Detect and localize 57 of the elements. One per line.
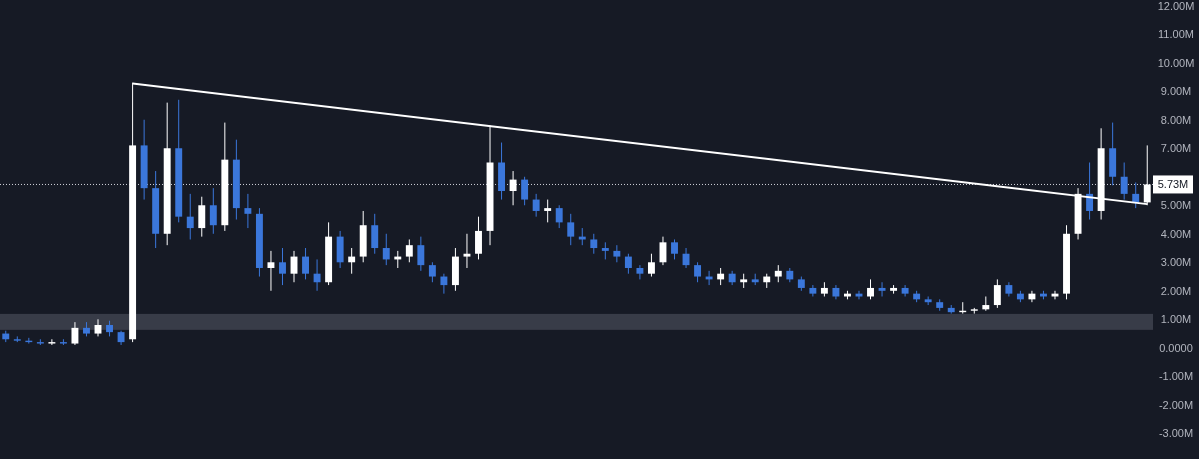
candlestick: [993, 278, 1001, 309]
candlestick: [440, 273, 448, 295]
candlestick: [348, 247, 356, 275]
candlestick: [532, 193, 540, 218]
y-tick-label: 4.00M: [1160, 227, 1192, 240]
candlestick: [463, 233, 471, 269]
candlestick: [48, 338, 56, 346]
candlestick: [878, 281, 886, 297]
candlestick: [405, 238, 413, 263]
candlestick: [1120, 162, 1128, 201]
candlestick: [313, 258, 321, 292]
candlestick: [428, 261, 436, 283]
candlestick: [382, 233, 390, 266]
candlestick: [279, 247, 286, 286]
ref-line-label: 5.73M: [1157, 178, 1189, 191]
candlestick: [521, 176, 529, 206]
candlestick: [636, 264, 644, 280]
candlestick: [209, 187, 217, 235]
candlestick: [613, 244, 621, 263]
candlestick: [244, 193, 252, 229]
candlestick: [371, 213, 379, 255]
y-tick-label: 11.00M: [1158, 28, 1194, 41]
candlestick: [1132, 181, 1140, 209]
candlestick: [647, 253, 655, 278]
y-tick-label: 0.0000: [1159, 341, 1193, 354]
candlestick: [475, 216, 482, 260]
candlestick: [417, 236, 425, 272]
candlestick: [509, 170, 517, 206]
y-tick-label: 10.00M: [1157, 56, 1195, 69]
candlestick: [809, 284, 817, 297]
candlestick: [867, 278, 874, 300]
candlestick: [198, 196, 206, 238]
candlestick: [71, 321, 79, 346]
y-tick-label: -1.00M: [1158, 370, 1194, 383]
y-tick-label: 3.00M: [1160, 256, 1192, 269]
y-tick-label: 7.00M: [1160, 142, 1192, 155]
candlestick: [544, 199, 552, 223]
y-tick-label: 5.00M: [1160, 199, 1192, 212]
candlestick: [694, 261, 702, 283]
candlestick: [94, 318, 102, 337]
candlestick: [555, 204, 563, 229]
y-tick-label: 2.00M: [1160, 284, 1192, 297]
candlestick: [567, 213, 575, 246]
y-tick-label: 8.00M: [1160, 113, 1192, 126]
candlestick: [267, 250, 275, 292]
candlestick: [1028, 290, 1036, 303]
candlestick: [590, 233, 598, 255]
y-tick-label: -3.00M: [1158, 427, 1194, 440]
candlestick: [302, 247, 309, 280]
y-tick-label: 12.00M: [1157, 0, 1195, 12]
candlestick: [671, 238, 678, 260]
y-tick-label: -2.00M: [1158, 398, 1194, 411]
candlestick: [186, 193, 194, 240]
y-tick-label: 9.00M: [1160, 85, 1192, 98]
candlestick: [901, 284, 909, 297]
candlestick: [624, 253, 632, 275]
y-tick-label: 1.00M: [1160, 313, 1192, 326]
